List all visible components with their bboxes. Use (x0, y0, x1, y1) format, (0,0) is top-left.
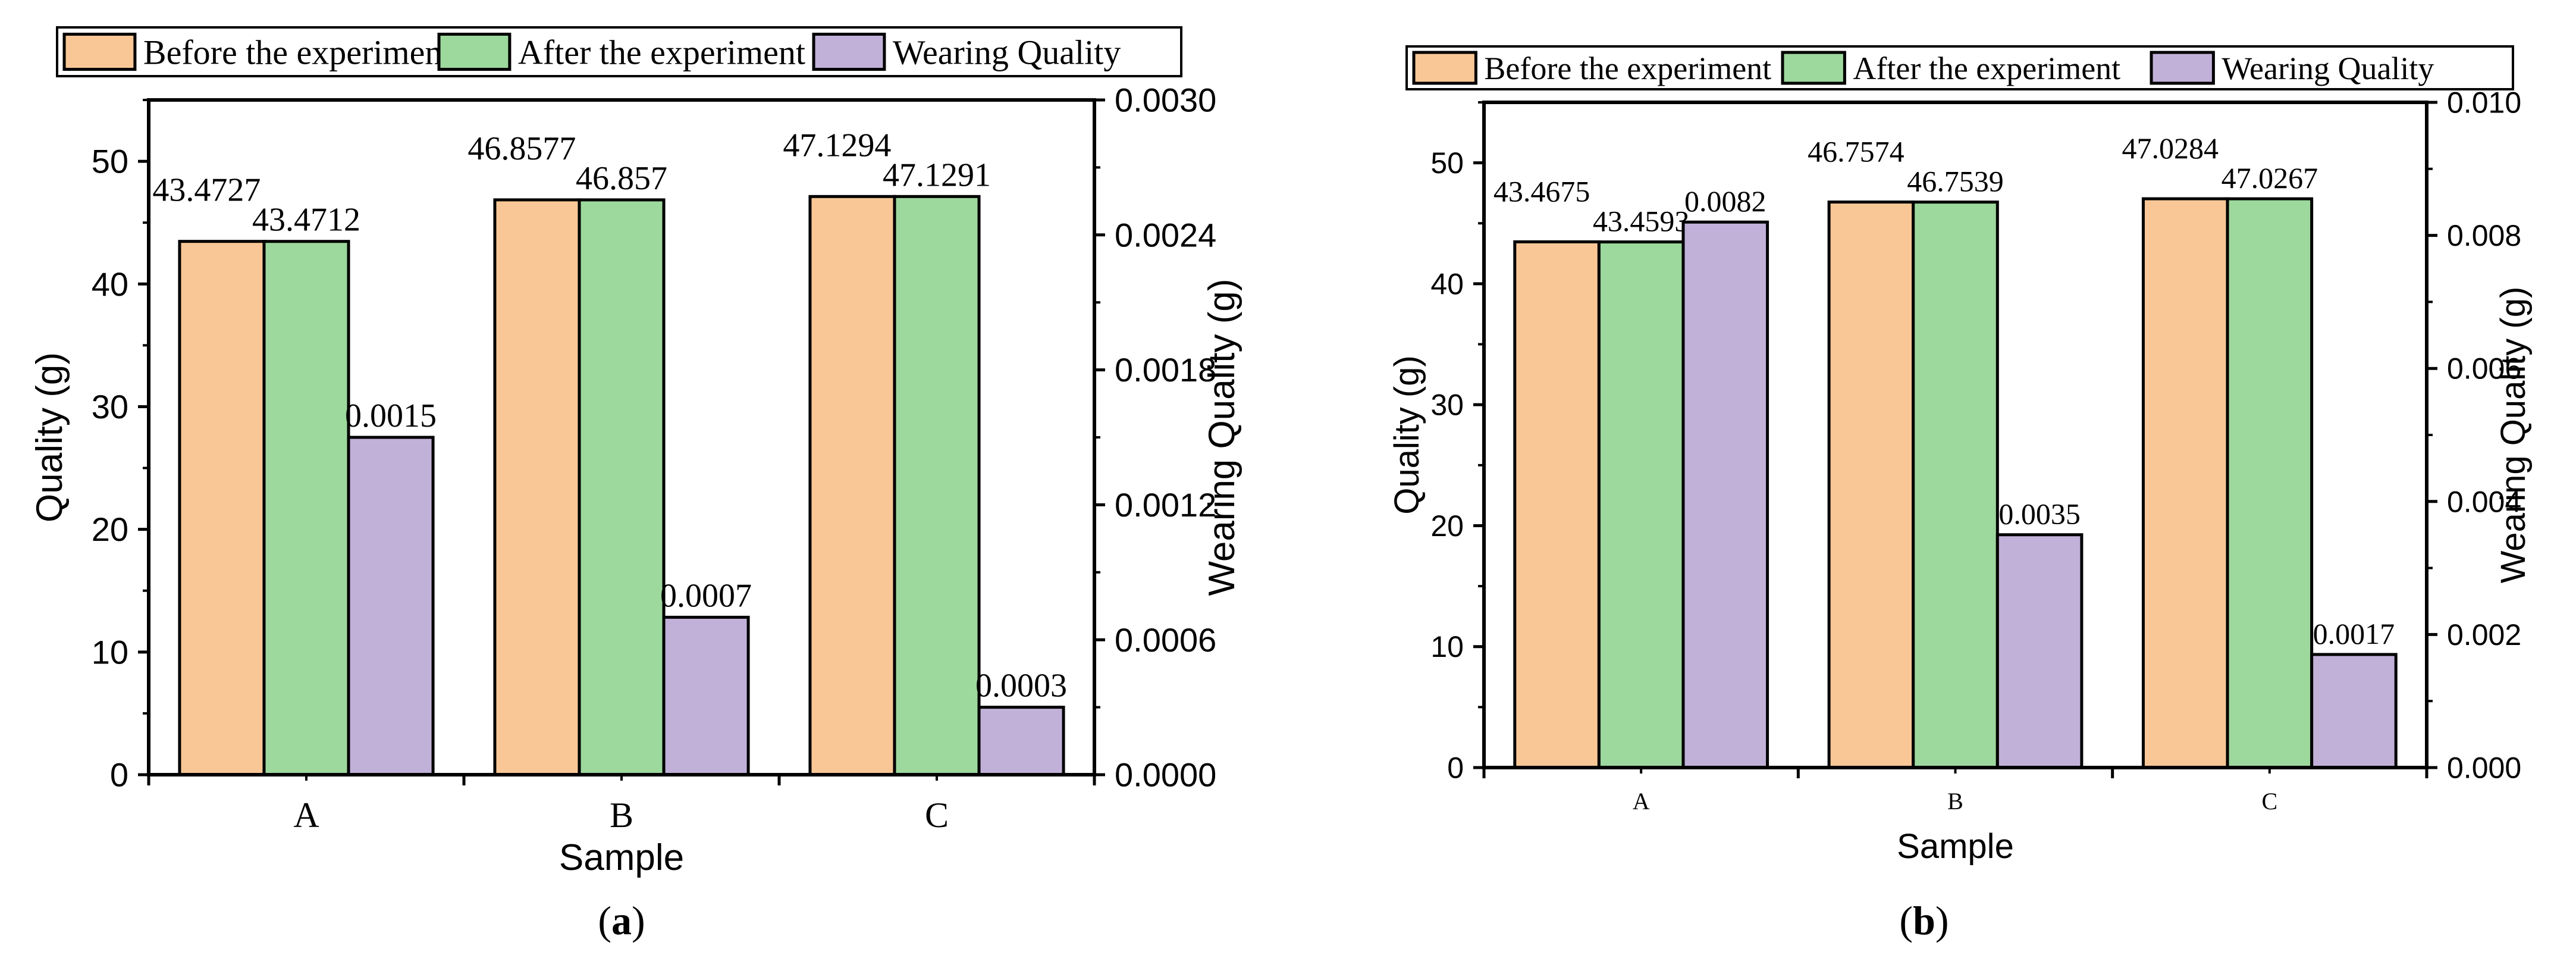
data-label: 43.4675 (1493, 174, 1590, 208)
y-right-axis-title: Wearing Quality (g) (2494, 287, 2533, 584)
y-right-tick-label: 0.0030 (1115, 82, 1216, 119)
bar-wearing-B (1995, 533, 2084, 769)
data-label: 47.0284 (2122, 131, 2219, 165)
bar-before-A (178, 240, 266, 776)
y-right-tick-label: 0.002 (2447, 618, 2521, 652)
data-label: 46.7574 (1808, 135, 1904, 168)
x-tick-label: C (2261, 788, 2277, 815)
data-label: 43.4727 (152, 172, 261, 209)
panel-label: (a) (598, 898, 645, 943)
y-tick-label: 10 (92, 633, 128, 671)
data-label: 46.7539 (1907, 165, 2004, 198)
bar-after-A (262, 240, 350, 776)
y-right-tick-label: 0.0000 (1115, 756, 1216, 794)
y-tick-label: 10 (1430, 630, 1464, 663)
data-label: 0.0035 (1998, 497, 2081, 531)
bar-after-B (578, 198, 666, 776)
data-label: 0.0007 (660, 577, 752, 614)
bar-before-C (2141, 197, 2229, 769)
y-axis-title: Quality (g) (1388, 355, 1426, 515)
y-tick-label: 20 (1430, 509, 1464, 543)
y-tick-label: 0 (1447, 752, 1464, 785)
legend-label: Before the experiment (1484, 51, 1771, 86)
legend-label: Wearing Quality (893, 33, 1121, 71)
legend-label: Wearing Quality (2222, 51, 2434, 86)
data-label: 46.857 (576, 160, 667, 197)
data-label: 43.4712 (252, 202, 360, 239)
legend-swatch-1 (1781, 51, 1846, 85)
data-label: 0.0015 (345, 397, 437, 434)
bar-after-A (1597, 240, 1685, 769)
data-label: 0.0003 (975, 668, 1067, 704)
bar-before-B (493, 198, 581, 776)
legend-box (1405, 45, 2514, 90)
y-tick-label: 0 (110, 756, 128, 794)
bar-wearing-C (2310, 653, 2398, 769)
x-axis-title: Sample (559, 837, 684, 878)
y-axis-title: Quality (g) (29, 352, 70, 522)
y-right-tick-label: 0.0006 (1115, 621, 1216, 659)
legend-label: Before the experiment (143, 33, 452, 71)
bar-after-B (1912, 201, 1999, 769)
legend-swatch-1 (437, 32, 512, 71)
legend-swatch-0 (62, 32, 137, 71)
bar-after-C (893, 195, 981, 776)
data-label: 47.0267 (2222, 161, 2318, 195)
bar-before-B (1827, 201, 1915, 769)
y-right-tick-label: 0.0018 (1115, 351, 1216, 389)
y-tick-label: 50 (1430, 146, 1464, 180)
x-tick-label: B (1947, 788, 1963, 815)
legend-swatch-2 (812, 32, 886, 71)
x-tick-label: B (610, 796, 633, 835)
y-tick-label: 50 (92, 143, 128, 180)
y-tick-label: 20 (92, 511, 128, 548)
data-label: 43.4593 (1593, 205, 1690, 238)
bar-wearing-A (1681, 220, 1769, 769)
bar-after-C (2226, 197, 2314, 769)
y-right-tick-label: 0.004 (2447, 485, 2521, 518)
y-right-tick-label: 0.0012 (1115, 486, 1216, 524)
y-tick-label: 40 (1430, 267, 1464, 300)
x-tick-label: A (293, 796, 319, 835)
x-tick-label: A (1633, 788, 1650, 815)
y-right-tick-label: 0.000 (2447, 752, 2521, 785)
y-tick-label: 30 (1430, 389, 1464, 422)
y-right-axis-title: Wearing Quality (g) (1201, 279, 1242, 596)
legend-box (56, 26, 1182, 77)
data-label: 0.0017 (2313, 617, 2395, 650)
legend-swatch-2 (2150, 51, 2215, 85)
bar-before-A (1513, 240, 1601, 769)
legend-swatch-0 (1412, 51, 1477, 85)
y-tick-label: 30 (92, 388, 128, 425)
bar-wearing-C (977, 706, 1065, 776)
y-right-tick-label: 0.006 (2447, 352, 2521, 386)
legend-label: After the experiment (518, 33, 805, 71)
y-tick-label: 40 (92, 265, 128, 303)
bar-before-C (808, 195, 896, 776)
bar-wearing-A (347, 436, 435, 776)
data-label: 47.1291 (883, 156, 991, 193)
y-right-tick-label: 0.0024 (1115, 216, 1216, 253)
x-axis-title: Sample (1897, 827, 2014, 866)
panel-label: (b) (1899, 898, 1949, 943)
data-label: 0.0082 (1684, 184, 1767, 218)
data-label: 47.1294 (783, 127, 891, 164)
bar-wearing-B (662, 615, 750, 776)
data-label: 46.8577 (467, 130, 576, 167)
y-right-tick-label: 0.008 (2447, 219, 2521, 252)
x-tick-label: C (925, 796, 949, 835)
legend-label: After the experiment (1853, 51, 2120, 86)
y-right-tick-label: 0.010 (2447, 86, 2521, 120)
